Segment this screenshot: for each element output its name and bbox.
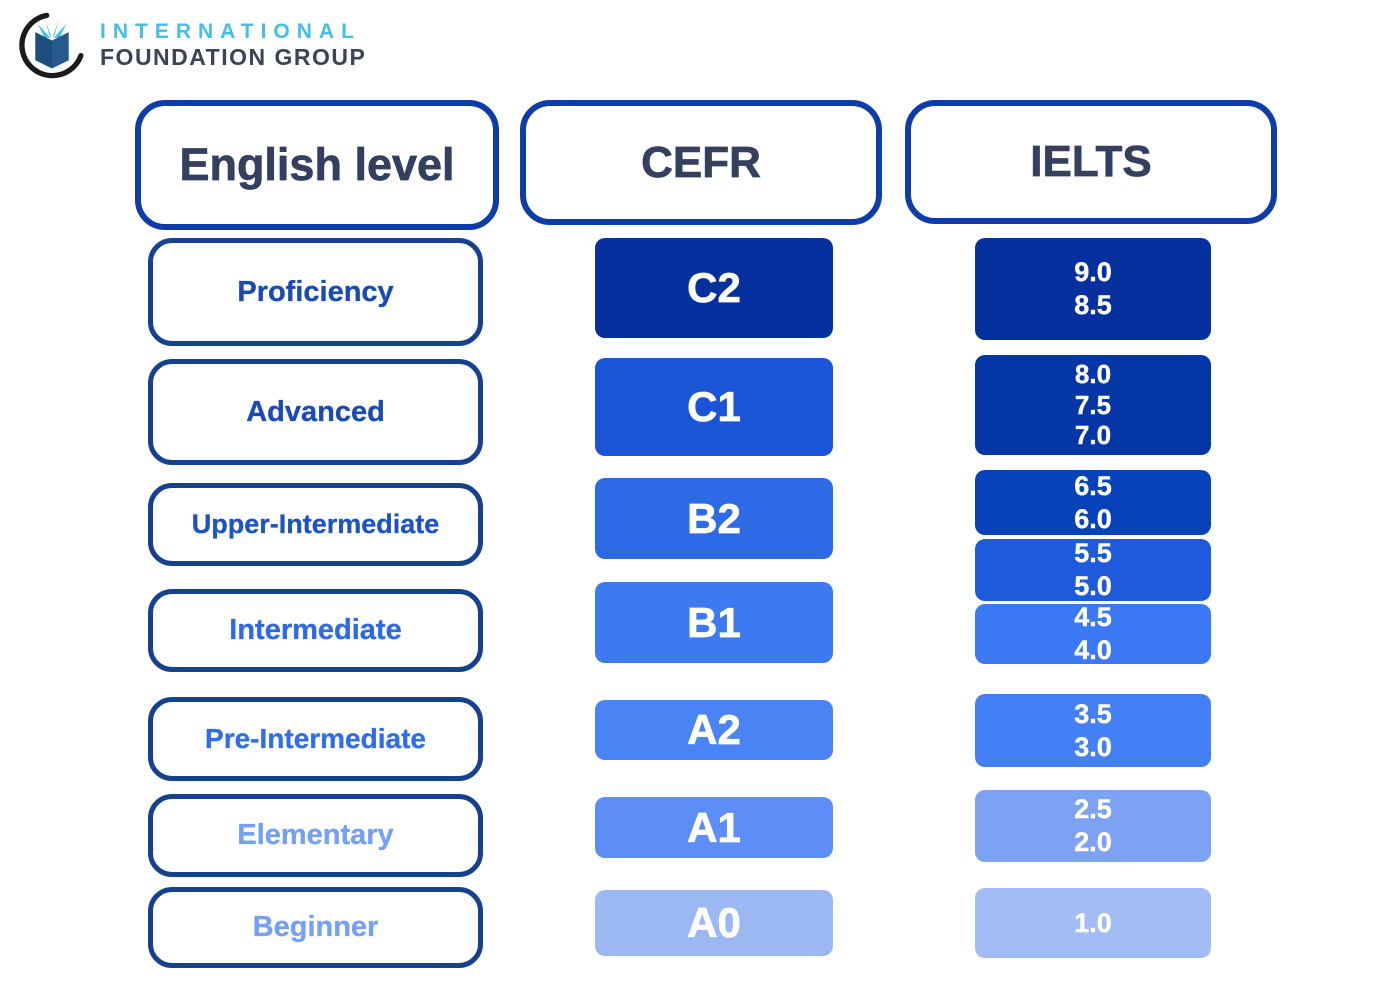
cefr-box-c2: C2 [595, 238, 833, 338]
ielts-box-35-3: 3.5 3.0 [975, 694, 1211, 767]
cefr-box-c1: C1 [595, 358, 833, 456]
cefr-box-b2: B2 [595, 478, 833, 559]
english-level-upper-intermediate: Upper-Intermediate [148, 483, 483, 566]
ielts-box-65-6: 6.5 6.0 [975, 470, 1211, 535]
ielts-score: 7.0 [1074, 420, 1112, 451]
ielts-score: 4.0 [1074, 635, 1112, 665]
cefr-box-a0: A0 [595, 890, 833, 956]
english-level-beginner: Beginner [148, 887, 483, 968]
ielts-score: 4.5 [1074, 602, 1112, 633]
ielts-score: 8.5 [1074, 290, 1112, 320]
open-book-logo-icon [19, 12, 84, 79]
ielts-score: 1.0 [1074, 907, 1112, 938]
ielts-score: 6.0 [1074, 503, 1112, 534]
header-cefr: CEFR [520, 100, 882, 225]
ielts-score: 9.0 [1074, 257, 1112, 288]
ielts-score: 2.0 [1074, 827, 1112, 857]
english-level-advanced: Advanced [148, 359, 483, 465]
logo: INTERNATIONAL FOUNDATION GROUP [14, 6, 366, 84]
ielts-score: 8.0 [1074, 358, 1112, 389]
ielts-score: 2.5 [1074, 794, 1112, 825]
header-english-level: English level [135, 100, 499, 230]
ielts-box-25-2: 2.5 2.0 [975, 790, 1211, 862]
ielts-score: 5.5 [1074, 538, 1112, 569]
english-level-pre-intermediate: Pre-Intermediate [148, 697, 483, 781]
ielts-box-55-5: 5.5 5.0 [975, 538, 1211, 601]
logo-line-international: INTERNATIONAL [100, 19, 361, 43]
english-level-proficiency: Proficiency [148, 238, 483, 346]
cefr-box-b1: B1 [595, 582, 833, 663]
english-level-intermediate: Intermediate [148, 589, 483, 672]
english-level-elementary: Elementary [148, 794, 483, 877]
ielts-score: 5.0 [1074, 571, 1112, 601]
ielts-box-1: 1.0 [975, 888, 1211, 958]
logo-wordmark: INTERNATIONAL FOUNDATION GROUP [100, 20, 366, 71]
ielts-score: 3.5 [1074, 698, 1112, 729]
cefr-box-a1: A1 [595, 797, 833, 858]
ielts-score: 6.5 [1074, 470, 1112, 501]
header-ielts: IELTS [905, 100, 1277, 224]
cefr-box-a2: A2 [595, 700, 833, 760]
ielts-box-8-75-7: 8.0 7.5 7.0 [975, 355, 1211, 455]
ielts-score: 3.0 [1074, 731, 1112, 762]
logo-line-foundation-group: FOUNDATION GROUP [100, 43, 367, 70]
ielts-box-9-85: 9.0 8.5 [975, 238, 1211, 340]
ielts-score: 7.5 [1074, 389, 1112, 420]
ielts-box-45-4: 4.5 4.0 [975, 602, 1211, 665]
